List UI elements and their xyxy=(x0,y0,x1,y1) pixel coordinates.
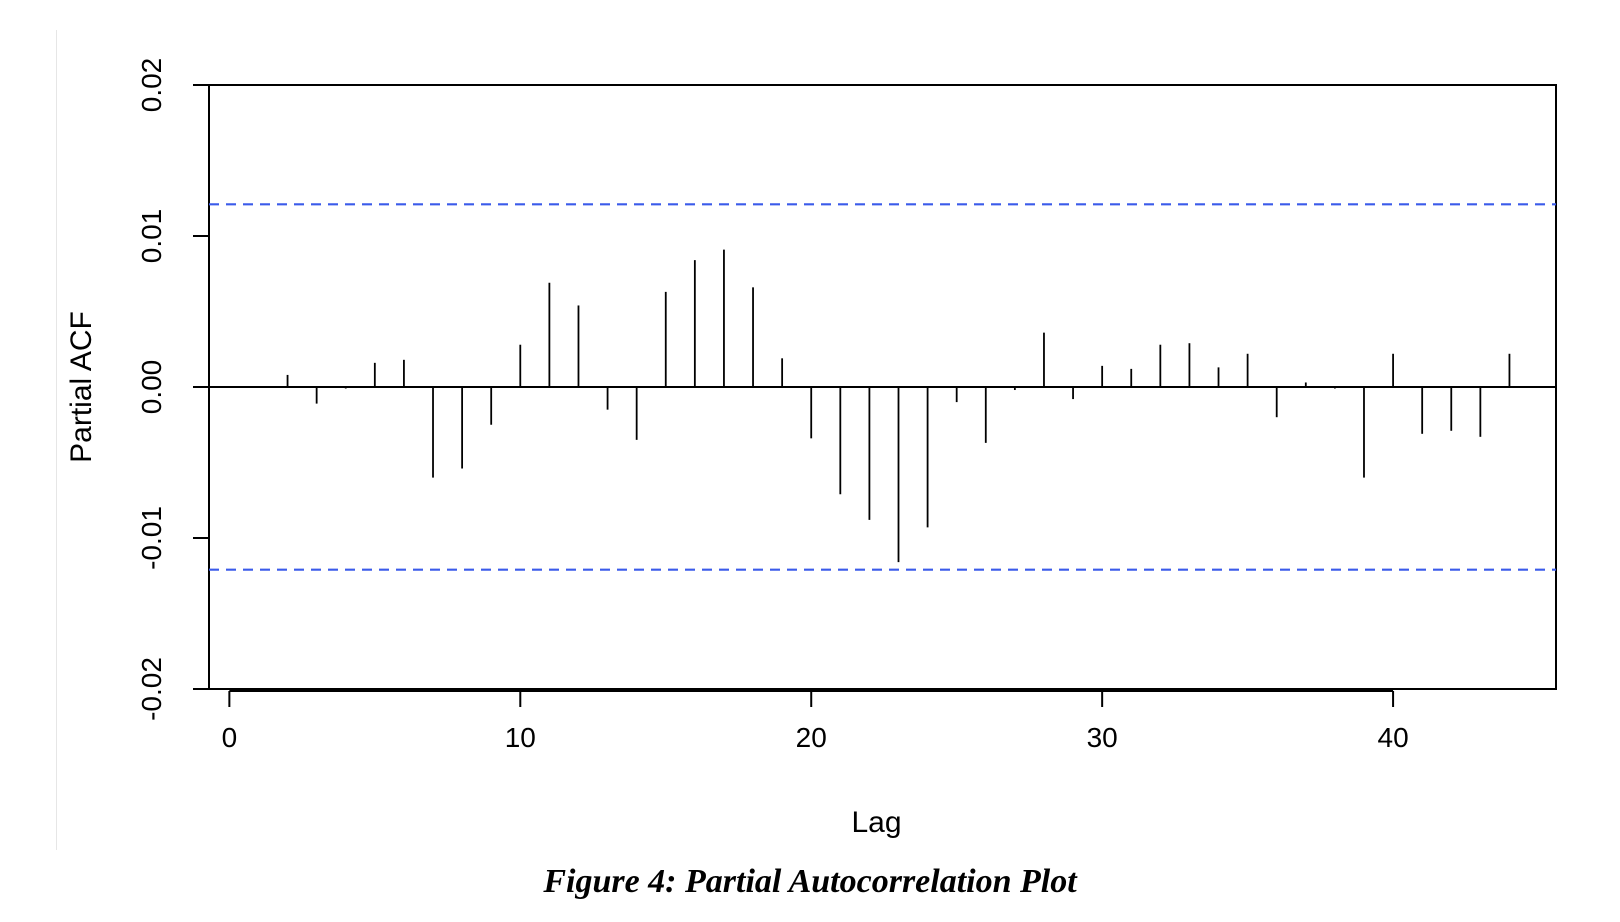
x-tick-label: 0 xyxy=(222,722,238,753)
y-tick-label: 0.00 xyxy=(136,360,167,415)
x-tick-label: 20 xyxy=(796,722,827,753)
figure-caption: Figure 4: Partial Autocorrelation Plot xyxy=(543,863,1077,900)
y-tick-label: -0.02 xyxy=(136,657,167,721)
y-tick-label: 0.01 xyxy=(136,209,167,264)
y-tick-label: 0.02 xyxy=(136,58,167,113)
x-tick-label: 40 xyxy=(1378,722,1409,753)
y-tick-label: -0.01 xyxy=(136,506,167,570)
panel-left-rule xyxy=(56,30,57,850)
x-tick-label: 10 xyxy=(505,722,536,753)
x-tick-label: 30 xyxy=(1087,722,1118,753)
x-axis-label: Lag xyxy=(851,806,901,839)
pacf-chart: -0.02 -0.01 0.00 0.01 0.02 0 10 20 30 40 Lag Partia… xyxy=(65,58,1557,839)
y-axis-label: Partial ACF xyxy=(65,311,98,463)
